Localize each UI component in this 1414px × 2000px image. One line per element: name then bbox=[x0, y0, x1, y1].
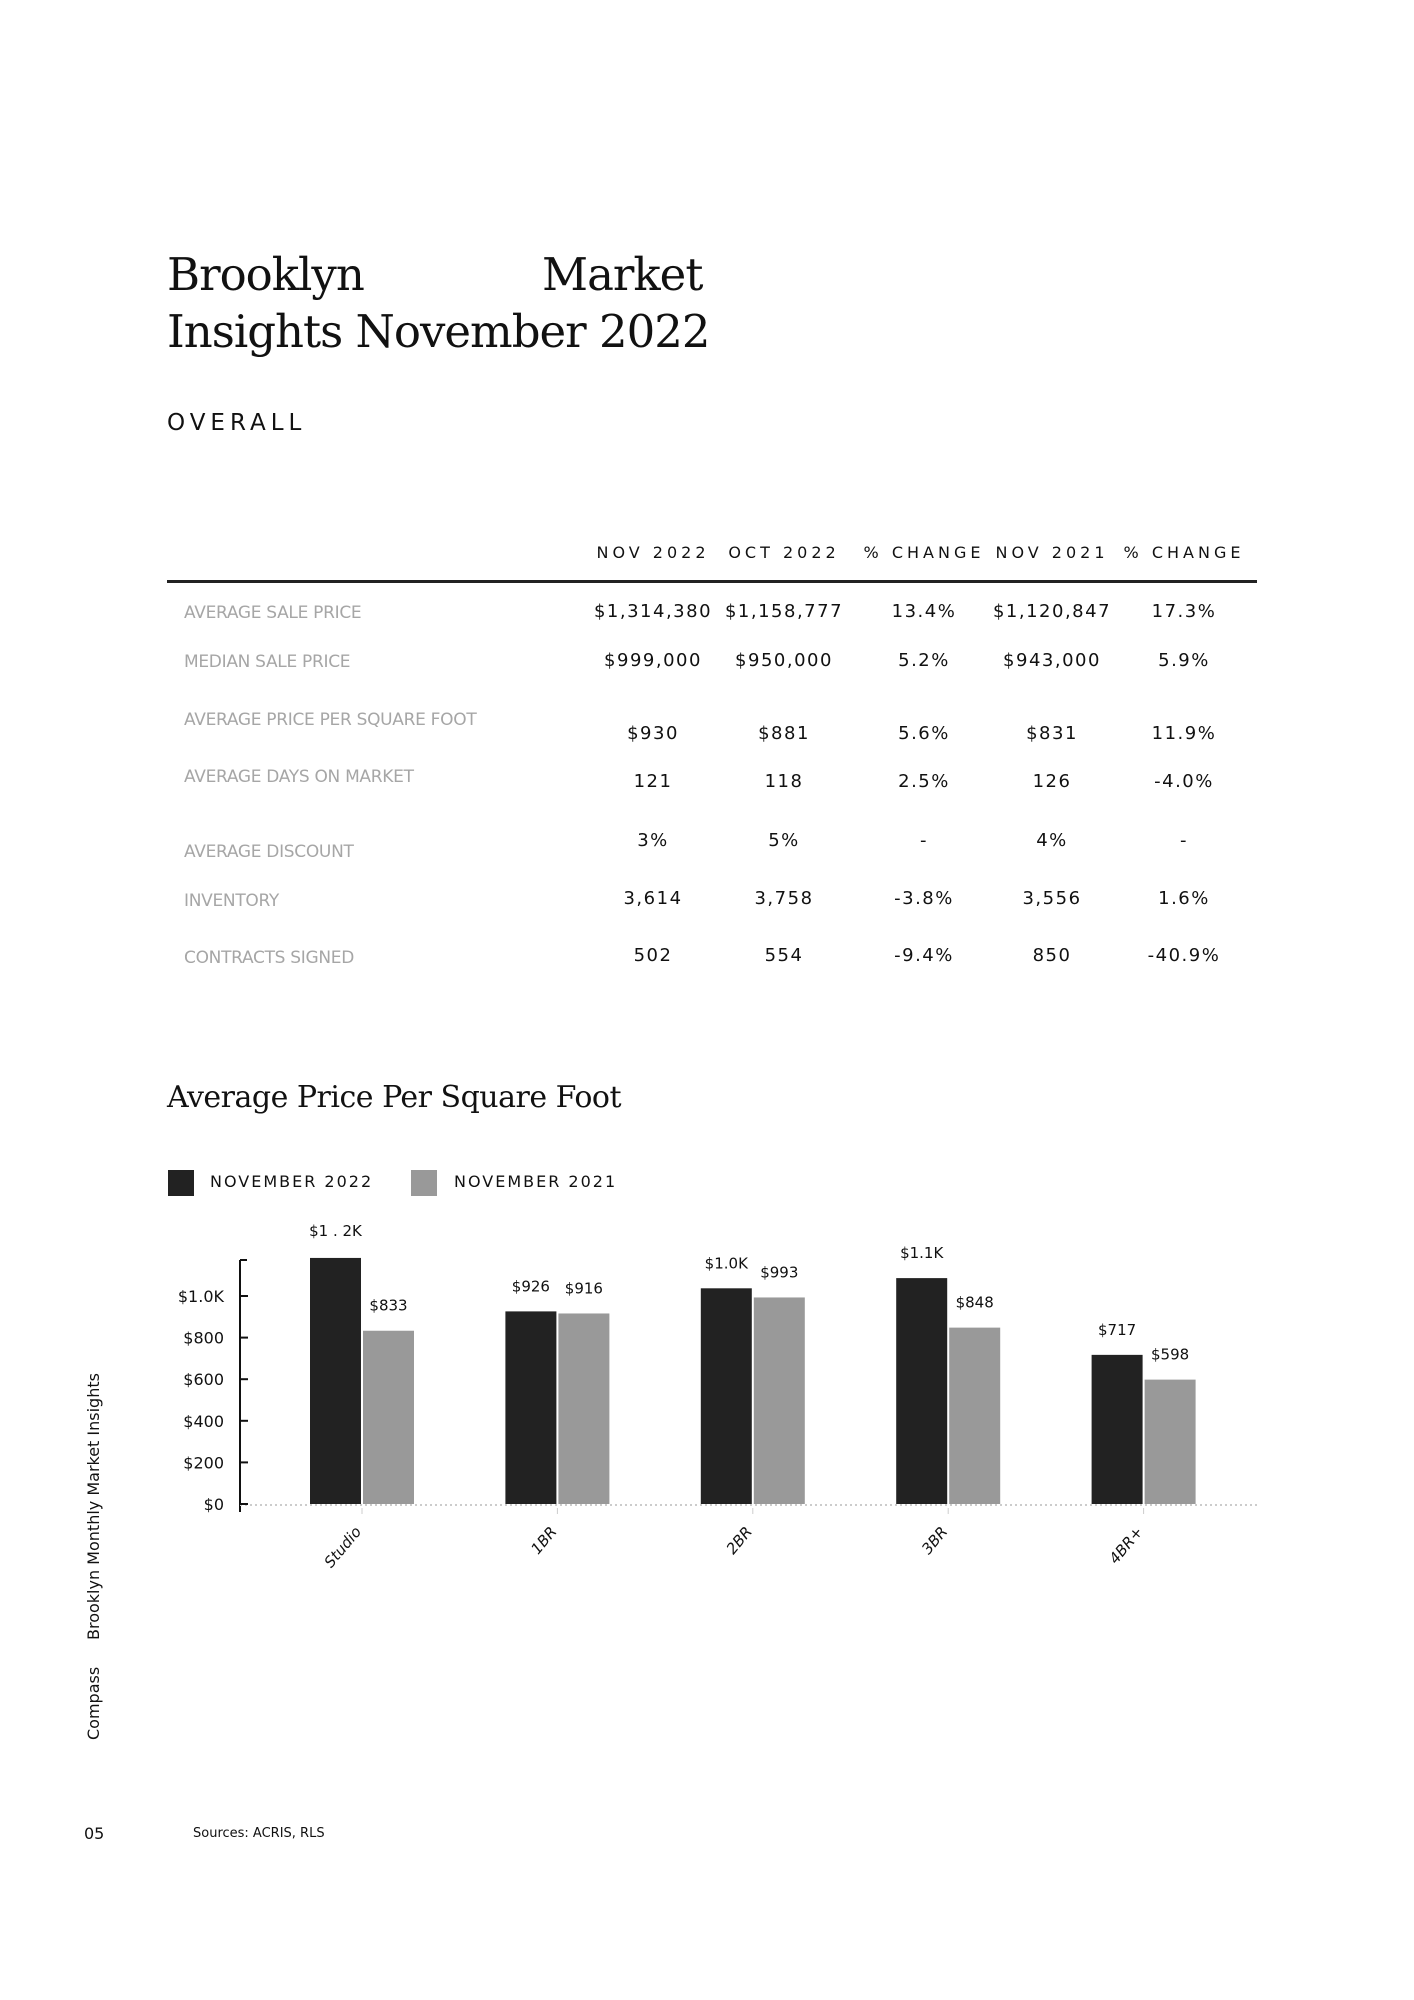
table-cell: -9.4% bbox=[894, 945, 954, 966]
row-label: AVERAGE PRICE PER SQUARE FOOT bbox=[184, 710, 477, 730]
table-cell: $831 bbox=[1026, 723, 1078, 744]
table-cell: - bbox=[1180, 830, 1188, 851]
bar-nov-2021 bbox=[1144, 1379, 1196, 1504]
x-tick-label: Studio bbox=[321, 1523, 366, 1571]
table-cell: 121 bbox=[633, 771, 673, 792]
data-label: $1 . 2K bbox=[309, 1222, 363, 1240]
bar-nov-2021 bbox=[949, 1327, 1001, 1504]
side-title: Brooklyn Monthly Market Insights bbox=[84, 1373, 103, 1640]
row-label: INVENTORY bbox=[184, 891, 279, 911]
table-cell: 17.3% bbox=[1151, 601, 1217, 622]
column-header: % CHANGE bbox=[1123, 543, 1245, 562]
legend-label-nov-2022: NOVEMBER 2022 bbox=[210, 1172, 374, 1191]
table-cell: 13.4% bbox=[891, 601, 957, 622]
table-cell: $943,000 bbox=[1003, 650, 1101, 671]
table-cell: 126 bbox=[1032, 771, 1072, 792]
table-cell: -4.0% bbox=[1154, 771, 1214, 792]
table-cell: -40.9% bbox=[1147, 945, 1221, 966]
data-label: $848 bbox=[956, 1294, 994, 1312]
y-tick-label: $0 bbox=[204, 1495, 224, 1514]
y-tick-label: $400 bbox=[183, 1412, 224, 1431]
row-label: CONTRACTS SIGNED bbox=[184, 948, 354, 968]
x-tick-label: 2BR bbox=[723, 1523, 756, 1558]
table-cell: 5.2% bbox=[898, 650, 950, 671]
row-label: AVERAGE DISCOUNT bbox=[184, 842, 354, 862]
bar-nov-2022 bbox=[505, 1311, 557, 1504]
row-label: AVERAGE DAYS ON MARKET bbox=[184, 767, 414, 787]
bar-nov-2022 bbox=[896, 1278, 948, 1504]
table-cell: $1,158,777 bbox=[724, 601, 844, 622]
data-label: $1.0K bbox=[705, 1254, 749, 1272]
data-label: $916 bbox=[565, 1279, 603, 1297]
table-cell: -3.8% bbox=[894, 888, 954, 909]
data-label: $833 bbox=[369, 1297, 407, 1315]
bar-nov-2021 bbox=[753, 1297, 805, 1504]
x-tick-label: 4BR+ bbox=[1105, 1523, 1146, 1567]
y-tick-label: $1.0K bbox=[178, 1287, 225, 1306]
column-header: % CHANGE bbox=[863, 543, 985, 562]
table-cell: 4% bbox=[1036, 830, 1068, 851]
data-label: $717 bbox=[1098, 1321, 1136, 1339]
bar-nov-2021 bbox=[558, 1313, 610, 1504]
table-cell: 5% bbox=[768, 830, 800, 851]
data-label: $1.1K bbox=[900, 1244, 944, 1262]
table-cell: 11.9% bbox=[1151, 723, 1217, 744]
title-word-market: Market bbox=[542, 248, 703, 301]
bar-nov-2022 bbox=[310, 1257, 361, 1504]
table-cell: $1,314,380 bbox=[593, 601, 713, 622]
table-cell: 5.6% bbox=[898, 723, 950, 744]
table-cell: 850 bbox=[1032, 945, 1072, 966]
x-tick-label: 1BR bbox=[527, 1523, 560, 1558]
data-label: $926 bbox=[512, 1277, 550, 1295]
brand-name: Compass bbox=[84, 1666, 103, 1740]
table-header-rule bbox=[167, 580, 1257, 583]
row-label: AVERAGE SALE PRICE bbox=[184, 603, 362, 623]
row-label: MEDIAN SALE PRICE bbox=[184, 652, 351, 672]
bar-nov-2022 bbox=[1091, 1354, 1143, 1504]
table-cell: $1,120,847 bbox=[992, 601, 1112, 622]
title-line-2: Insights November 2022 bbox=[167, 305, 710, 358]
legend-label-nov-2021: NOVEMBER 2021 bbox=[454, 1172, 618, 1191]
bar-nov-2022 bbox=[700, 1288, 752, 1504]
table-cell: 2.5% bbox=[898, 771, 950, 792]
column-header: OCT 2022 bbox=[728, 543, 840, 562]
chart-title: Average Price Per Square Foot bbox=[167, 1080, 622, 1115]
y-tick-label: $600 bbox=[183, 1370, 224, 1389]
y-tick-label: $200 bbox=[183, 1453, 224, 1472]
table-cell: 118 bbox=[764, 771, 804, 792]
section-heading: OVERALL bbox=[167, 410, 307, 436]
x-tick-label: 3BR bbox=[918, 1523, 951, 1558]
title-word-brooklyn: Brooklyn bbox=[167, 248, 365, 301]
table-cell: - bbox=[920, 830, 928, 851]
table-cell: 3,758 bbox=[754, 888, 814, 909]
table-cell: $930 bbox=[627, 723, 679, 744]
sources-note: Sources: ACRIS, RLS bbox=[193, 1826, 325, 1841]
table-cell: $950,000 bbox=[735, 650, 833, 671]
table-cell: 3% bbox=[637, 830, 669, 851]
column-header: NOV 2021 bbox=[995, 543, 1109, 562]
page-title: Brooklyn Market Insights November 2022 bbox=[167, 246, 727, 360]
data-label: $993 bbox=[760, 1263, 798, 1281]
table-cell: 3,614 bbox=[623, 888, 683, 909]
table-cell: 554 bbox=[764, 945, 804, 966]
table-cell: 1.6% bbox=[1158, 888, 1210, 909]
bar-nov-2021 bbox=[363, 1330, 414, 1504]
table-cell: 3,556 bbox=[1022, 888, 1082, 909]
page-number: 05 bbox=[84, 1824, 105, 1843]
y-tick-label: $800 bbox=[183, 1329, 224, 1348]
table-cell: 5.9% bbox=[1158, 650, 1210, 671]
legend-swatch-nov-2021 bbox=[411, 1170, 437, 1196]
table-cell: $999,000 bbox=[604, 650, 702, 671]
table-cell: $881 bbox=[758, 723, 810, 744]
legend-swatch-nov-2022 bbox=[168, 1170, 194, 1196]
column-header: NOV 2022 bbox=[596, 543, 710, 562]
data-label: $598 bbox=[1151, 1346, 1189, 1364]
table-cell: 502 bbox=[633, 945, 673, 966]
